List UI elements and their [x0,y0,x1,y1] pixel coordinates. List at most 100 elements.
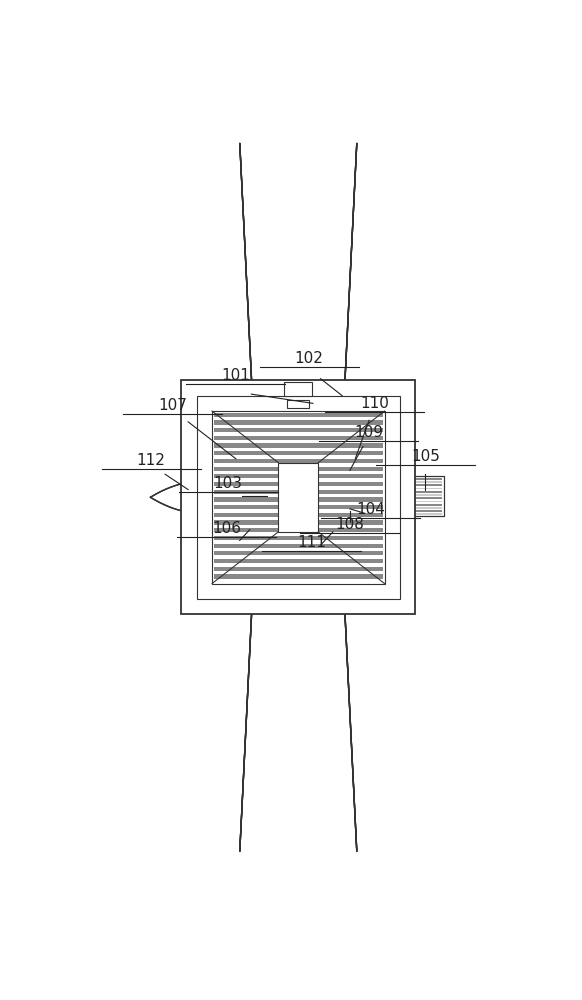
Bar [265,485,304,487]
Bar [264,466,304,529]
Bar [265,482,304,484]
Bar [293,516,331,518]
Bar [293,492,331,494]
Text: 108: 108 [335,517,364,532]
Bar [405,504,442,506]
Text: 112: 112 [137,453,166,468]
Bar [293,489,331,491]
Bar [265,496,304,498]
Bar [214,536,383,540]
Bar [214,428,383,432]
Polygon shape [150,481,255,513]
Bar [265,471,304,474]
Bar [265,489,304,491]
Bar [405,494,442,496]
Bar [214,466,383,471]
Bar [214,497,383,502]
Text: 103: 103 [214,476,243,491]
Bar [405,478,442,480]
Bar [293,502,331,505]
Bar [214,451,383,455]
Bar [214,436,383,440]
Bar [293,520,331,522]
Bar [293,506,331,508]
Bar [404,476,444,516]
Bar [293,482,331,484]
Bar [293,496,331,498]
Bar [292,466,332,529]
Bar [214,443,383,448]
Text: 107: 107 [158,398,187,413]
Polygon shape [240,511,257,852]
Bar [214,528,383,532]
Bar [214,574,383,579]
Bar [214,520,383,525]
Bar [214,474,383,478]
Bar [405,481,442,483]
Bar [265,523,304,525]
Bar [405,497,442,499]
Bar [405,507,442,509]
Bar [293,523,331,525]
Bar [292,466,332,529]
Bar [405,491,442,493]
Text: 104: 104 [356,502,385,517]
Bar [214,505,383,509]
Bar [288,400,309,408]
Bar [265,513,304,515]
Bar [214,544,383,548]
Bar [214,413,383,417]
Bar [404,476,444,516]
Bar [212,411,385,584]
Bar [265,499,304,501]
Bar [214,551,383,555]
Text: 102: 102 [294,351,324,366]
Bar [214,459,383,463]
Bar [264,466,304,529]
Bar [293,468,331,470]
Bar [265,520,304,522]
Bar [242,484,252,510]
Bar [214,482,383,486]
Bar [265,516,304,518]
Bar [265,475,304,477]
Bar [293,485,331,487]
Polygon shape [340,143,357,483]
Bar [293,527,331,529]
Bar [345,484,355,510]
Text: 111: 111 [297,535,326,550]
Bar [265,506,304,508]
Bar [214,513,383,517]
Bar [405,513,442,515]
Bar [214,559,383,563]
Bar [265,502,304,505]
Bar [293,478,331,480]
Text: 105: 105 [411,449,440,464]
Bar [405,488,442,489]
Bar [293,471,331,474]
Bar [293,509,331,511]
Bar [405,484,442,486]
Bar [293,513,331,515]
Bar [214,420,383,425]
Polygon shape [340,511,357,852]
Bar [293,499,331,501]
Bar [214,567,383,571]
Text: 109: 109 [354,425,383,440]
Bar [285,382,312,396]
Bar [265,468,304,470]
Bar [181,380,416,614]
Bar [265,509,304,511]
Text: 106: 106 [212,521,241,536]
Bar [265,527,304,529]
Bar [214,490,383,494]
Bar [405,501,442,502]
Polygon shape [240,143,257,483]
Bar [265,478,304,480]
Bar [265,492,304,494]
Bar [293,475,331,477]
Bar [405,510,442,512]
Text: 110: 110 [360,396,389,411]
Text: 101: 101 [222,368,250,383]
Bar [278,463,318,532]
